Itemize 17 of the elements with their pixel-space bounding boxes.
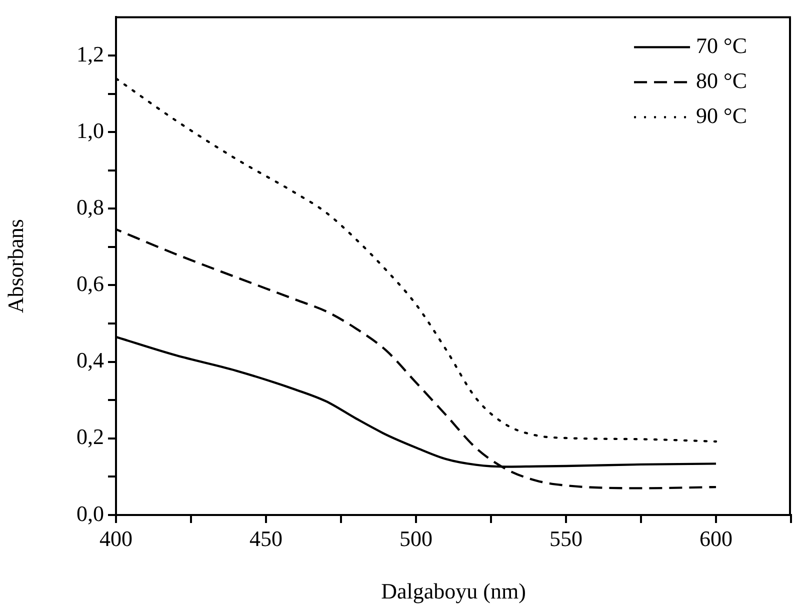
y-tick-label: 1,0: [76, 118, 104, 143]
x-tick-label: 550: [550, 526, 582, 551]
legend-label: 80 °C: [696, 68, 748, 93]
y-axis-title: Absorbans: [2, 219, 28, 314]
y-tick-label: 0,4: [76, 348, 104, 373]
y-tick-label: 0,8: [76, 194, 104, 220]
legend-label: 70 °C: [696, 32, 748, 58]
x-tick-label: 500: [400, 526, 432, 551]
y-tick-label: 0,6: [76, 271, 104, 296]
y-tick-label: 0,0: [76, 500, 104, 526]
legend-label: 90 °C: [696, 102, 748, 128]
y-tick-label: 1,2: [76, 41, 104, 66]
x-tick-label: 450: [250, 526, 282, 551]
x-tick-label: 400: [100, 526, 132, 551]
x-axis-title: Dalgaboyu (nm): [381, 578, 526, 604]
y-tick-label: 0,2: [76, 424, 104, 450]
x-tick-label: 600: [700, 526, 732, 551]
